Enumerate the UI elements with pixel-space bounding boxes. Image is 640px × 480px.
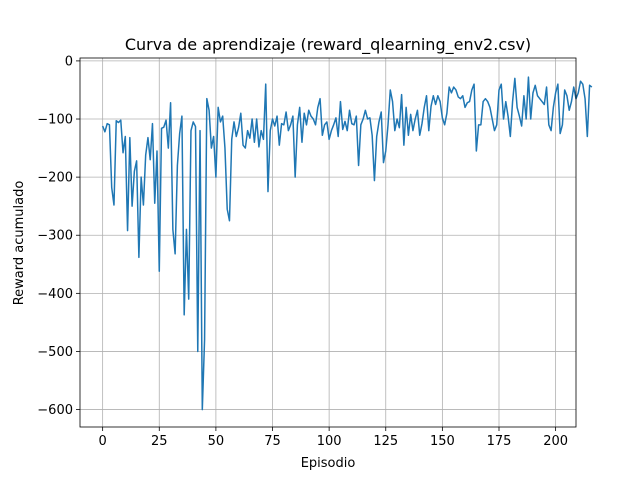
- axes-layer: [79, 57, 577, 428]
- y-tick-label: −500: [37, 345, 73, 360]
- grid-lines: [80, 58, 576, 427]
- series-line-0: [101, 76, 593, 411]
- x-tick-label: 0: [99, 434, 107, 449]
- x-tick-label: 175: [487, 434, 512, 449]
- x-tick-label: 75: [264, 434, 281, 449]
- y-tick-label: −200: [37, 171, 73, 186]
- series-layer: [101, 76, 593, 411]
- x-tick-label: 50: [208, 434, 225, 449]
- x-tick-label: 25: [151, 434, 168, 449]
- x-tick-label: 125: [373, 434, 398, 449]
- y-tick-label: 0: [65, 54, 73, 69]
- ticks-layer: 0 25 50 75 100 125 150 175 200 0 −100 −200 −300 −400 −…: [37, 54, 568, 449]
- y-axis-title: Reward acumulado: [12, 181, 27, 306]
- x-tick-label: 150: [430, 434, 455, 449]
- y-tick-label: −600: [37, 403, 73, 418]
- plot-frame: [79, 57, 577, 428]
- x-axis-title: Episodio: [301, 456, 356, 471]
- chart-title: Curva de aprendizaje (reward_qlearning_e…: [125, 35, 531, 55]
- x-tick-label: 200: [543, 434, 568, 449]
- x-tick-label: 100: [317, 434, 342, 449]
- y-tick-label: −400: [37, 287, 73, 302]
- y-tick-label: −100: [37, 113, 73, 128]
- y-tick-label: −300: [37, 229, 73, 244]
